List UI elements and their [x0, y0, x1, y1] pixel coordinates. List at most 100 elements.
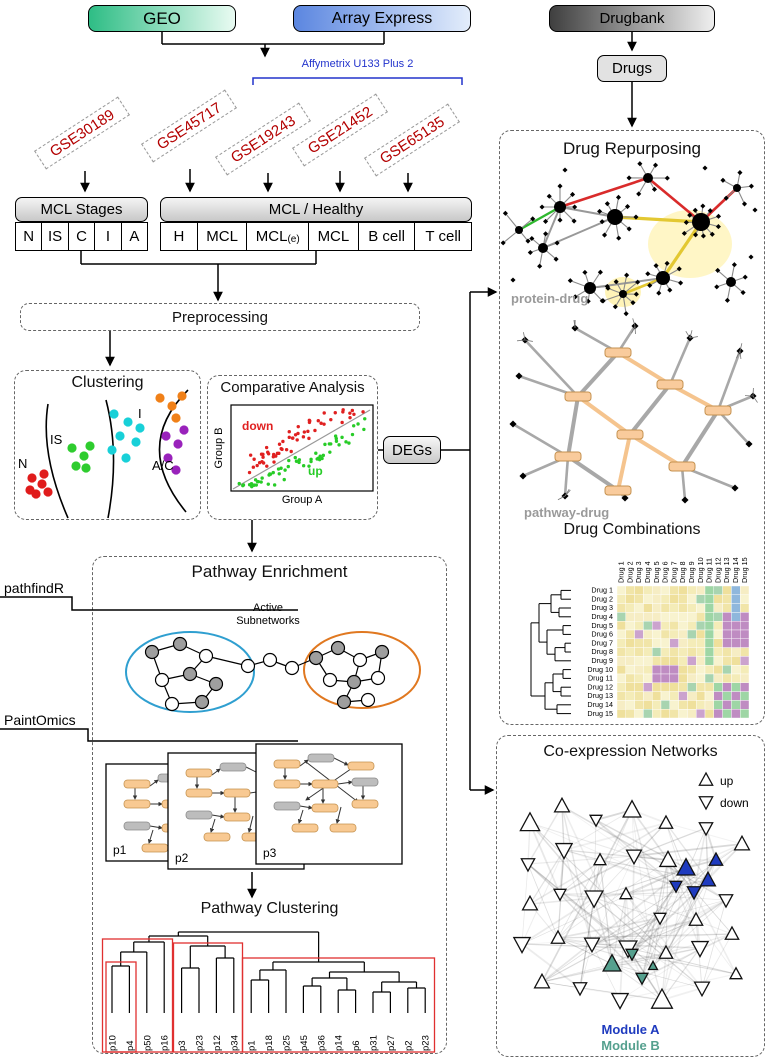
- svg-text:Drug 13: Drug 13: [722, 557, 731, 583]
- clustering-scatter: [25, 389, 189, 519]
- svg-text:Drug 5: Drug 5: [652, 561, 661, 583]
- svg-text:Drug 1: Drug 1: [617, 561, 626, 583]
- svg-text:p4: p4: [125, 1040, 136, 1051]
- preprocessing-box: [20, 303, 420, 331]
- paintomics-label: PaintOmics: [4, 712, 76, 728]
- cluster-region-i: I: [138, 406, 142, 421]
- preprocessing-label: Preprocessing: [172, 309, 268, 326]
- svg-text:up: up: [720, 774, 734, 788]
- cell-text: B cell: [368, 228, 405, 245]
- pathway-dendrogram: p10 p4 p50 p16 p3 p23 p12 p34 p1 p18 p25 p45 p36 p14 p…: [101, 931, 436, 1053]
- cluster-region-ac: A/C: [152, 458, 174, 473]
- pathway-pages: p1 p2 p3: [105, 743, 403, 870]
- comparative-title: Comparative Analysis: [220, 379, 365, 396]
- protein-drug-label: protein-drug: [511, 291, 589, 306]
- cell-text: MCL: [317, 228, 350, 245]
- degs-node: DEGs: [383, 436, 441, 464]
- mcl-healthy-row: H MCL MCL (e) MCL B cell T cell: [160, 222, 472, 251]
- svg-text:Drug 11: Drug 11: [588, 674, 613, 683]
- svg-text:p1: p1: [113, 843, 127, 857]
- svg-text:Drug 7: Drug 7: [669, 561, 678, 583]
- drugs-node: Drugs: [597, 55, 667, 82]
- x-axis-label: Group A: [281, 494, 323, 506]
- svg-text:p16: p16: [160, 1035, 171, 1051]
- pathway-enrichment-panel: [92, 556, 447, 1054]
- y-axis-label: Group B: [213, 427, 225, 469]
- svg-text:Drug 3: Drug 3: [634, 561, 643, 583]
- mcl-stages-row: N IS C I A: [15, 222, 148, 251]
- sample-cell: B cell: [357, 223, 415, 250]
- geo-source-node: GEO: [88, 5, 236, 32]
- svg-text:Drug 12: Drug 12: [713, 557, 722, 583]
- coexpression-title: Co-expression Networks: [543, 743, 718, 760]
- svg-text:Drug 1: Drug 1: [591, 586, 613, 595]
- cluster-region-is: IS: [50, 432, 63, 447]
- svg-text:p6: p6: [351, 1040, 362, 1051]
- svg-text:p1: p1: [247, 1040, 258, 1051]
- svg-text:p12: p12: [212, 1035, 223, 1051]
- stage-cell: C: [67, 223, 95, 250]
- cell-text: T cell: [425, 228, 461, 245]
- svg-text:Drug 10: Drug 10: [587, 665, 613, 674]
- svg-text:p31: p31: [369, 1035, 380, 1051]
- svg-text:Drug 8: Drug 8: [591, 647, 613, 656]
- sample-cell: H: [161, 223, 197, 250]
- svg-text:Drug 15: Drug 15: [740, 557, 749, 583]
- svg-text:p14: p14: [334, 1035, 345, 1051]
- svg-text:p25: p25: [282, 1035, 293, 1051]
- pathway-drug-network: [509, 318, 758, 504]
- pathway-clustering-title: Pathway Clustering: [200, 900, 339, 917]
- stage-cell: I: [94, 223, 121, 250]
- svg-text:Drug 3: Drug 3: [591, 603, 613, 612]
- svg-text:p2: p2: [403, 1040, 414, 1051]
- stage-cell: IS: [41, 223, 68, 250]
- mcl-stages-header: MCL Stages: [15, 197, 148, 222]
- cell-text: H: [173, 228, 185, 245]
- module-a-label: Module A: [601, 1022, 660, 1037]
- svg-text:Drug 2: Drug 2: [625, 561, 634, 583]
- svg-text:p45: p45: [299, 1035, 310, 1051]
- comparative-panel: [207, 375, 378, 520]
- svg-text:p3: p3: [177, 1040, 188, 1051]
- svg-text:Drug 8: Drug 8: [678, 561, 687, 583]
- svg-text:down: down: [720, 796, 749, 810]
- cell-subscript: (e): [287, 234, 300, 245]
- svg-text:p34: p34: [229, 1035, 240, 1051]
- sample-cell: MCL (e): [246, 223, 309, 250]
- up-label: up: [308, 464, 323, 478]
- svg-text:p18: p18: [264, 1035, 275, 1051]
- svg-text:Drug 10: Drug 10: [696, 557, 705, 583]
- drug-repurposing-title: Drug Repurposing: [563, 139, 701, 158]
- drug-repurposing-panel: [499, 130, 765, 725]
- svg-text:p27: p27: [386, 1035, 397, 1051]
- svg-text:Drug 7: Drug 7: [591, 638, 613, 647]
- pathway-drug-label: pathway-drug: [524, 505, 610, 520]
- coexpression-panel: [496, 735, 765, 1057]
- cell-text: MCL: [206, 228, 238, 245]
- svg-text:p23: p23: [195, 1035, 206, 1051]
- svg-text:Drug 2: Drug 2: [591, 594, 613, 603]
- svg-text:Drug 6: Drug 6: [591, 630, 613, 639]
- active-subnetworks-graph: [125, 631, 421, 713]
- stage-cell: A: [120, 223, 148, 250]
- array-express-source-node: Array Express: [293, 5, 471, 32]
- svg-text:Drug 12: Drug 12: [587, 682, 613, 691]
- coexpression-network: up down: [512, 771, 751, 1010]
- svg-text:Drug 4: Drug 4: [643, 561, 652, 583]
- clustering-title: Clustering: [71, 374, 144, 391]
- svg-text:p2: p2: [175, 851, 189, 865]
- svg-text:p50: p50: [142, 1035, 153, 1051]
- mcl-healthy-header: MCL / Healthy: [160, 197, 472, 222]
- svg-text:Drug 9: Drug 9: [687, 561, 696, 583]
- module-b-label: Module B: [601, 1038, 660, 1053]
- drugbank-source-node: Drugbank: [549, 5, 715, 32]
- svg-text:Drug 15: Drug 15: [587, 709, 613, 718]
- cell-text: MCL: [255, 228, 288, 245]
- svg-text:p36: p36: [316, 1035, 327, 1051]
- svg-text:p10: p10: [108, 1035, 119, 1051]
- svg-text:Drug 11: Drug 11: [705, 558, 714, 583]
- pathway-enrichment-title: Pathway Enrichment: [191, 562, 348, 581]
